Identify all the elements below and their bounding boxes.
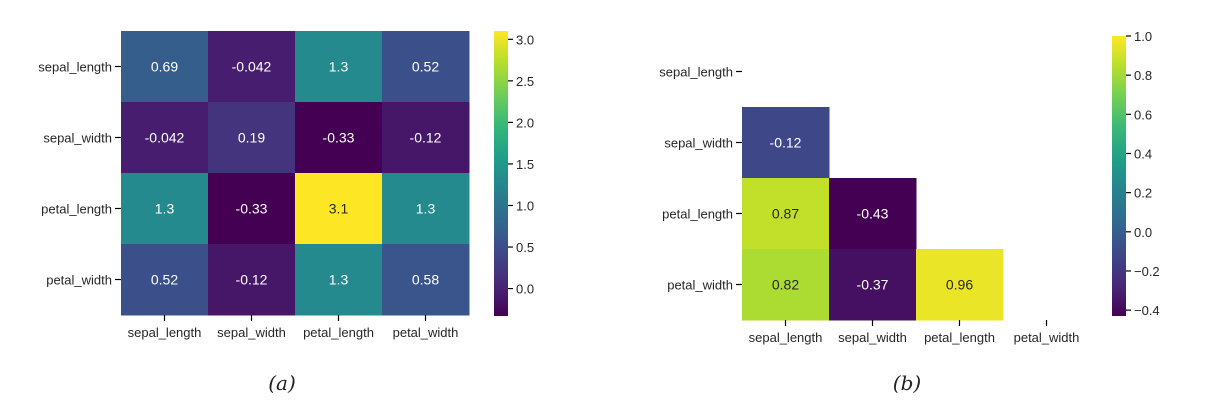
cell-label-r3-c0: 0.82: [772, 277, 799, 293]
colorbar-tick-label: 0.2: [1134, 186, 1152, 201]
heatmap-cell-r3-c0: [742, 249, 830, 321]
x-tick-label-sepal_width: sepal_width: [217, 325, 286, 340]
colorbar-tick-label: 2.5: [516, 74, 534, 89]
heatmap-b: -0.120.87 -0.430.82 -0.37 0.96sepal_lengths…: [659, 29, 1159, 345]
cell-label-r0-c3: 0.52: [412, 59, 439, 75]
heatmap-cell-r0-c2: [295, 31, 383, 103]
colorbar-tick-label: 0.0: [516, 282, 534, 297]
x-tick-label-sepal_length: sepal_length: [128, 325, 202, 340]
heatmap-cell-r1-c0: [742, 107, 830, 179]
x-tick-label-petal_length: petal_length: [303, 325, 374, 340]
colorbar-tick-label: 1.5: [516, 157, 534, 172]
y-tick-label-sepal_length: sepal_length: [659, 65, 733, 80]
cell-label-r0-c2: 1.3: [329, 59, 349, 75]
cell-label-r3-c2: 1.3: [329, 272, 349, 288]
heatmap-cell-r1-c0: [121, 102, 209, 174]
heatmap-cell-r2-c3: [382, 173, 470, 245]
heatmap-cell-r2-c1: [829, 178, 917, 250]
colorbar-tick-label: 0.0: [1134, 225, 1152, 240]
cell-label-r3-c0: 0.52: [151, 272, 178, 288]
cell-label-r3-c2: 0.96: [946, 277, 973, 293]
heatmap-cell-r2-c0: [121, 173, 209, 245]
cell-label-r2-c1: -0.43: [857, 206, 889, 222]
heatmap-cell-r2-c0: [742, 178, 830, 250]
colorbar-tick-label: 3.0: [516, 32, 534, 47]
y-tick-label-sepal_width: sepal_width: [43, 131, 112, 146]
colorbar-tick-label: 2.0: [516, 115, 534, 130]
heatmap-cell-r0-c0: [121, 31, 209, 103]
cell-label-r3-c1: -0.12: [236, 272, 268, 288]
colorbar-tick-label: 1.0: [1134, 29, 1152, 44]
colorbar-tick-label: 1.0: [516, 198, 534, 213]
cell-label-r2-c1: -0.33: [236, 201, 268, 217]
cell-label-r0-c1: -0.042: [232, 59, 272, 75]
heatmap-cell-r3-c0: [121, 244, 209, 316]
x-tick-label-sepal_length: sepal_length: [749, 330, 823, 345]
heatmap-cell-r3-c1: [829, 249, 917, 321]
cell-label-r2-c3: 1.3: [416, 201, 436, 217]
caption-b: (b): [893, 371, 921, 395]
x-tick-label-sepal_width: sepal_width: [838, 330, 907, 345]
x-tick-label-petal_width: petal_width: [1014, 330, 1080, 345]
colorbar-tick-label: −0.2: [1134, 264, 1160, 279]
y-tick-label-petal_width: petal_width: [667, 278, 733, 293]
y-tick-label-sepal_length: sepal_length: [38, 60, 112, 75]
cell-label-r1-c0: -0.042: [145, 130, 185, 146]
cell-label-r1-c2: -0.33: [323, 130, 355, 146]
y-tick-label-sepal_width: sepal_width: [664, 136, 733, 151]
colorbar-tick-label: 0.4: [1134, 146, 1152, 161]
x-tick-label-petal_width: petal_width: [393, 325, 459, 340]
heatmap-cell-r3-c3: [382, 244, 470, 316]
colorbar: [494, 31, 508, 316]
cell-label-r0-c0: 0.69: [151, 59, 178, 75]
y-tick-label-petal_length: petal_length: [41, 202, 112, 217]
cell-label-r1-c0: -0.12: [770, 135, 802, 151]
heatmap-cell-r0-c3: [382, 31, 470, 103]
heatmap-cell-r3-c2: [295, 244, 383, 316]
colorbar: [1112, 36, 1126, 316]
heatmap-cell-r2-c2: [295, 173, 383, 245]
heatmap-cell-r3-c1: [208, 244, 296, 316]
caption-a: (a): [268, 371, 296, 395]
colorbar-tick-label: 0.6: [1134, 107, 1152, 122]
colorbar-tick-label: 0.8: [1134, 68, 1152, 83]
heatmap-cell-r2-c1: [208, 173, 296, 245]
cell-label-r1-c1: 0.19: [238, 130, 265, 146]
heatmap-cell-r1-c3: [382, 102, 470, 174]
heatmap-cell-r0-c1: [208, 31, 296, 103]
colorbar-tick-label: −0.4: [1134, 303, 1160, 318]
heatmap-a: 0.69 -0.042 1.3 0.52 -0.042 0.19 -0.33 -0.12 1.3…: [38, 31, 534, 340]
heatmap-cell-r3-c2: [916, 249, 1004, 321]
y-tick-label-petal_length: petal_length: [662, 207, 733, 222]
cell-label-r2-c0: 1.3: [155, 201, 175, 217]
heatmap-cell-r1-c2: [295, 102, 383, 174]
cell-label-r3-c1: -0.37: [857, 277, 889, 293]
cell-label-r2-c2: 3.1: [329, 201, 349, 217]
cell-label-r2-c0: 0.87: [772, 206, 799, 222]
x-tick-label-petal_length: petal_length: [924, 330, 995, 345]
heatmap-cell-r1-c1: [208, 102, 296, 174]
y-tick-label-petal_width: petal_width: [46, 273, 112, 288]
cell-label-r1-c3: -0.12: [410, 130, 442, 146]
cell-label-r3-c3: 0.58: [412, 272, 439, 288]
colorbar-tick-label: 0.5: [516, 240, 534, 255]
